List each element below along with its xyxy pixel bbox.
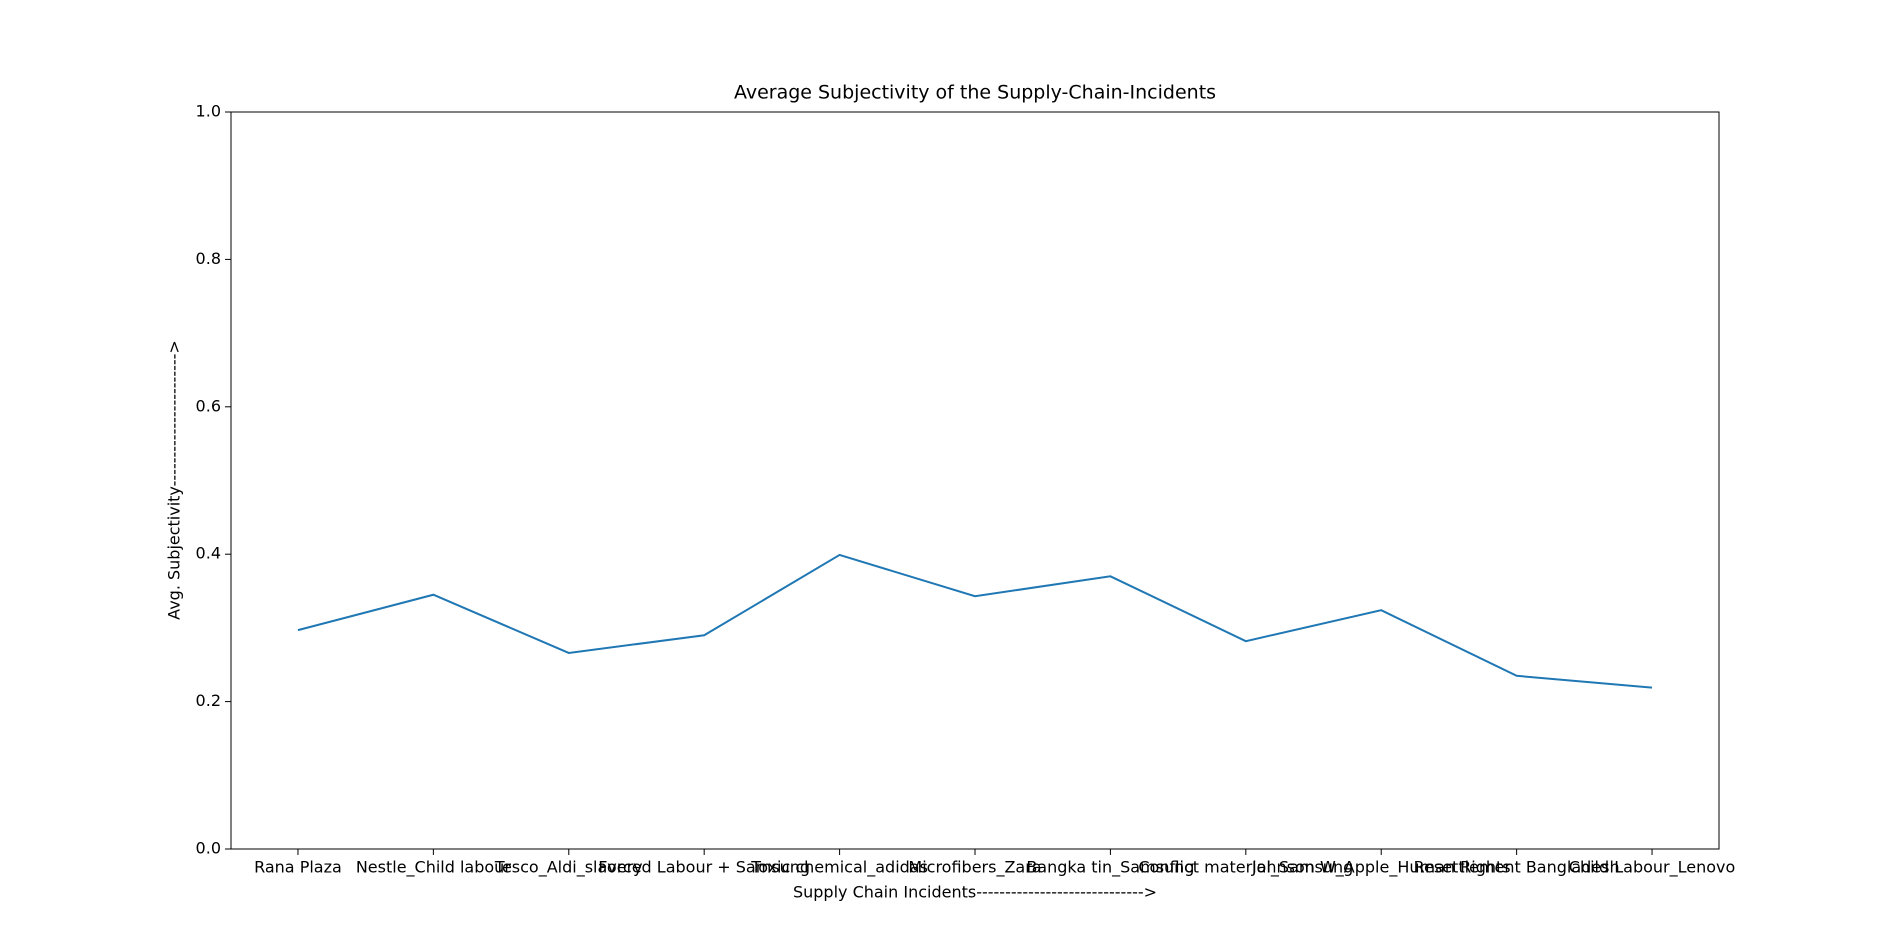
x-tick-label: Conflict material_Samsung: [1138, 858, 1353, 878]
chart-title: Average Subjectivity of the Supply-Chain…: [734, 82, 1216, 104]
y-tick-label: 0.2: [196, 691, 221, 710]
y-tick-label: 0.8: [196, 249, 221, 268]
x-tick-label: Resettlement Bangladesh: [1414, 858, 1620, 877]
line-series: [297, 553, 1653, 689]
plot-frame: [230, 111, 1720, 850]
x-axis-label: Supply Chain Incidents------------------…: [793, 883, 1157, 902]
y-tick-label: 0.4: [196, 544, 221, 563]
x-tick-label: Nestle_Child labour: [356, 858, 511, 878]
x-tick-label: Microfibers_Zara: [908, 858, 1041, 878]
x-tick-label: Forced Labour + Samsung: [598, 858, 810, 877]
y-axis-label: Avg. Subjectivity-----------------------…: [165, 340, 184, 620]
x-tick-label: Johnson W_Apple_Human Rights: [1251, 858, 1511, 878]
y-tick-label: 0.6: [196, 396, 221, 415]
x-tick-label: Bangka tin_Samsung: [1026, 858, 1194, 878]
y-tick-label: 1.0: [196, 102, 221, 121]
x-tick-label: Toxic chemical_adidas: [750, 858, 928, 878]
x-tick-label: Tesco_Aldi_slavery: [494, 858, 643, 878]
x-tick-label: Child Labour_Lenovo: [1569, 858, 1736, 878]
x-tick-label: Rana Plaza: [254, 858, 342, 877]
y-tick-label: 0.0: [196, 839, 221, 858]
